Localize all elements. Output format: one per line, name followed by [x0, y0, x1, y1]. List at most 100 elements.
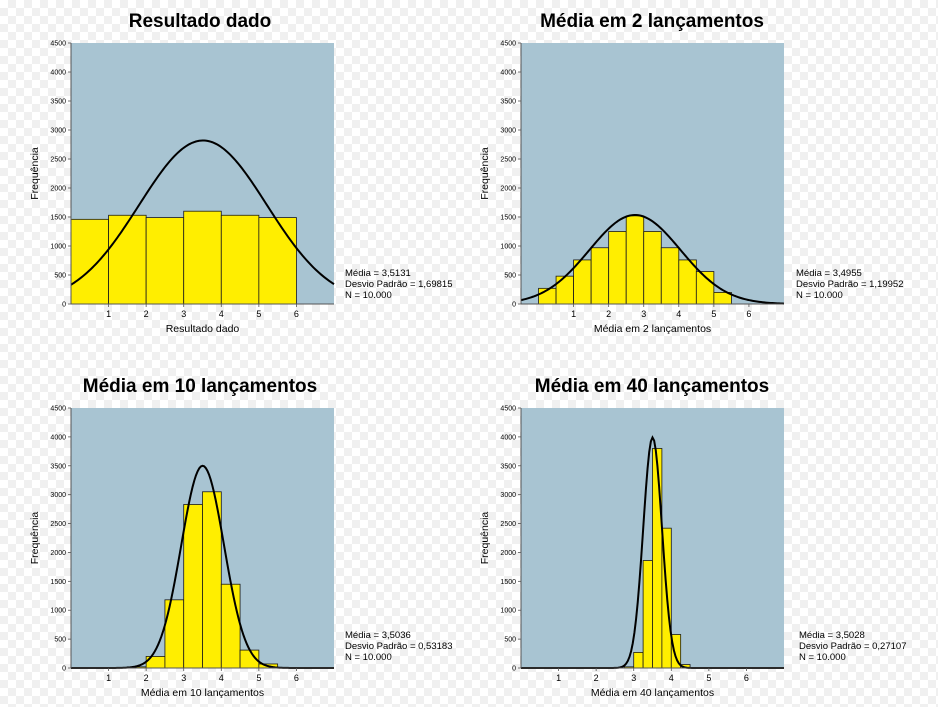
y-axis-label: Frequência — [479, 512, 491, 565]
stat-line: N = 10.000 — [796, 290, 843, 301]
y-ticks: 0 500 1000 1500 2000 2500 3000 3500 4000 4500 — [50, 41, 71, 309]
histogram-bar — [633, 652, 644, 669]
y-tick-label: 4000 — [50, 434, 66, 441]
histogram-bar — [590, 247, 610, 305]
x-tick-label: 6 — [294, 309, 299, 319]
x-tick-label: 1 — [556, 673, 561, 683]
y-tick-label: 1500 — [50, 215, 66, 222]
histogram-bar — [652, 448, 663, 669]
y-tick-label: 0 — [62, 302, 66, 309]
y-tick-label: 3500 — [50, 463, 66, 470]
histogram-bar — [555, 275, 574, 305]
histogram-bar — [625, 215, 645, 305]
x-tick-label: 2 — [594, 673, 599, 683]
normal-curve — [70, 139, 335, 286]
x-tick-label: 3 — [181, 309, 186, 319]
stat-line: N = 10.000 — [345, 290, 392, 301]
y-tick-label: 500 — [54, 637, 66, 644]
x-tick-label: 2 — [144, 673, 149, 683]
y-tick-label: 1500 — [500, 215, 516, 222]
x-tick-label: 1 — [106, 673, 111, 683]
y-tick-label: 500 — [504, 273, 516, 280]
y-tick-label: 2000 — [50, 186, 66, 193]
y-tick-label: 3000 — [50, 492, 66, 499]
x-tick-label: 1 — [571, 309, 576, 319]
y-tick-label: 4500 — [50, 41, 66, 48]
x-axis-label: Média em 40 lançamentos — [591, 687, 714, 699]
x-tick-label: 2 — [606, 309, 611, 319]
y-tick-label: 2500 — [500, 521, 516, 528]
y-tick-label: 2500 — [500, 157, 516, 164]
y-tick-label: 4500 — [500, 406, 516, 413]
y-tick-label: 500 — [504, 637, 516, 644]
bars-group — [70, 210, 297, 305]
y-axis-label: Frequência — [479, 147, 491, 200]
x-axis-label: Média em 2 lançamentos — [594, 323, 711, 335]
y-tick-label: 3500 — [500, 99, 516, 106]
y-ticks: 0 500 1000 1500 2000 2500 3000 3500 4000 4500 — [500, 406, 521, 673]
y-tick-label: 4500 — [500, 41, 516, 48]
histogram-bar — [108, 214, 147, 305]
x-tick-label: 5 — [256, 309, 261, 319]
x-axis-label: Resultado dado — [166, 323, 240, 335]
x-tick-label: 5 — [711, 309, 716, 319]
stat-line: Média = 3,4955 — [796, 268, 862, 279]
chart-panel-2: Média em 2 lançamentos050010001500200025… — [479, 11, 903, 335]
chart-title: Resultado dado — [129, 11, 272, 32]
y-tick-label: 2000 — [500, 186, 516, 193]
histogram-bar — [183, 504, 203, 669]
stat-line: Desvio Padrão = 1,69815 — [345, 279, 452, 290]
x-tick-label: 4 — [219, 673, 224, 683]
y-axis-label: Frequência — [29, 147, 41, 200]
stat-line: Desvio Padrão = 0,27107 — [799, 641, 906, 652]
y-tick-label: 3500 — [50, 99, 66, 106]
x-tick-label: 6 — [744, 673, 749, 683]
x-tick-label: 4 — [219, 309, 224, 319]
chart-panel-3: Média em 10 lançamentos 0 500 1000 1500 2000 2… — [29, 376, 452, 699]
x-tick-label: 5 — [706, 673, 711, 683]
histogram-bar — [220, 583, 241, 669]
y-tick-label: 2500 — [50, 521, 66, 528]
histogram-bar — [258, 217, 297, 305]
y-tick-label: 500 — [54, 273, 66, 280]
y-tick-label: 2000 — [500, 550, 516, 557]
histogram-bar — [660, 247, 680, 305]
x-tick-label: 6 — [294, 673, 299, 683]
y-tick-label: 0 — [62, 666, 66, 673]
x-ticks: 1 2 3 4 5 6 — [556, 668, 749, 683]
y-tick-label: 3500 — [500, 463, 516, 470]
y-tick-label: 4000 — [500, 70, 516, 77]
y-tick-label: 0 — [512, 302, 516, 309]
histogram-bar — [145, 217, 185, 305]
x-tick-label: 6 — [746, 309, 751, 319]
histogram-bar — [608, 231, 627, 305]
y-tick-label: 4500 — [50, 406, 66, 413]
histogram-bar — [642, 560, 653, 669]
y-tick-label: 1000 — [500, 608, 516, 615]
y-ticks: 0 500 1000 1500 2000 2500 3000 3500 4000 4500 — [50, 406, 71, 673]
bars-group — [538, 215, 732, 305]
y-tick-label: 3000 — [500, 128, 516, 135]
x-tick-label: 4 — [676, 309, 681, 319]
x-tick-label: 1 — [106, 309, 111, 319]
x-tick-label: 3 — [181, 673, 186, 683]
y-tick-label: 3000 — [500, 492, 516, 499]
x-axis-label: Média em 10 lançamentos — [141, 687, 264, 699]
stat-line: Média = 3,5131 — [345, 268, 411, 279]
y-tick-label: 3000 — [50, 128, 66, 135]
y-tick-label: 0 — [512, 666, 516, 673]
x-ticks: 1 2 3 4 5 6 — [106, 668, 299, 683]
x-tick-label: 3 — [631, 673, 636, 683]
y-tick-label: 1000 — [500, 244, 516, 251]
stat-line: Média = 3,5028 — [799, 630, 865, 641]
stat-line: Média = 3,5036 — [345, 630, 411, 641]
normal-curve — [520, 214, 785, 305]
stat-line: Desvio Padrão = 0,53183 — [345, 641, 452, 652]
x-tick-label: 2 — [144, 309, 149, 319]
